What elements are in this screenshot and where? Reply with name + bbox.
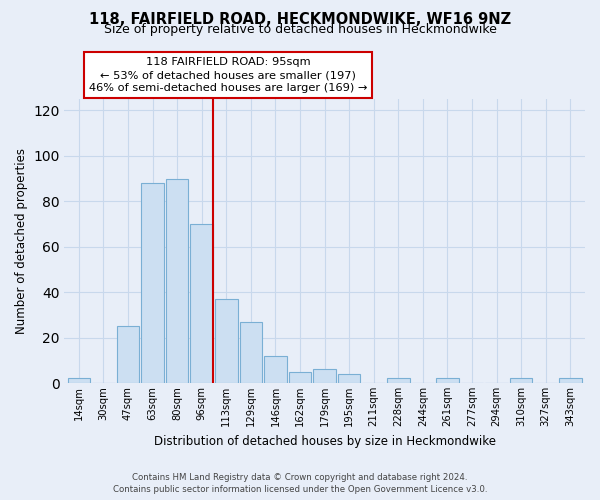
Bar [387,378,410,383]
Text: 118 FAIRFIELD ROAD: 95sqm
← 53% of detached houses are smaller (197)
46% of semi: 118 FAIRFIELD ROAD: 95sqm ← 53% of detac… [89,57,367,94]
Bar [510,378,532,383]
X-axis label: Distribution of detached houses by size in Heckmondwike: Distribution of detached houses by size … [154,434,496,448]
Bar [313,370,336,383]
Bar [68,378,90,383]
Bar [289,372,311,383]
Bar [239,322,262,383]
Bar [436,378,459,383]
Text: Size of property relative to detached houses in Heckmondwike: Size of property relative to detached ho… [104,22,496,36]
Bar [338,374,361,383]
Bar [264,356,287,383]
Bar [559,378,581,383]
Bar [116,326,139,383]
Y-axis label: Number of detached properties: Number of detached properties [15,148,28,334]
Text: Contains HM Land Registry data © Crown copyright and database right 2024.
Contai: Contains HM Land Registry data © Crown c… [113,472,487,494]
Bar [215,299,238,383]
Bar [141,183,164,383]
Text: 118, FAIRFIELD ROAD, HECKMONDWIKE, WF16 9NZ: 118, FAIRFIELD ROAD, HECKMONDWIKE, WF16 … [89,12,511,28]
Bar [166,178,188,383]
Bar [190,224,213,383]
